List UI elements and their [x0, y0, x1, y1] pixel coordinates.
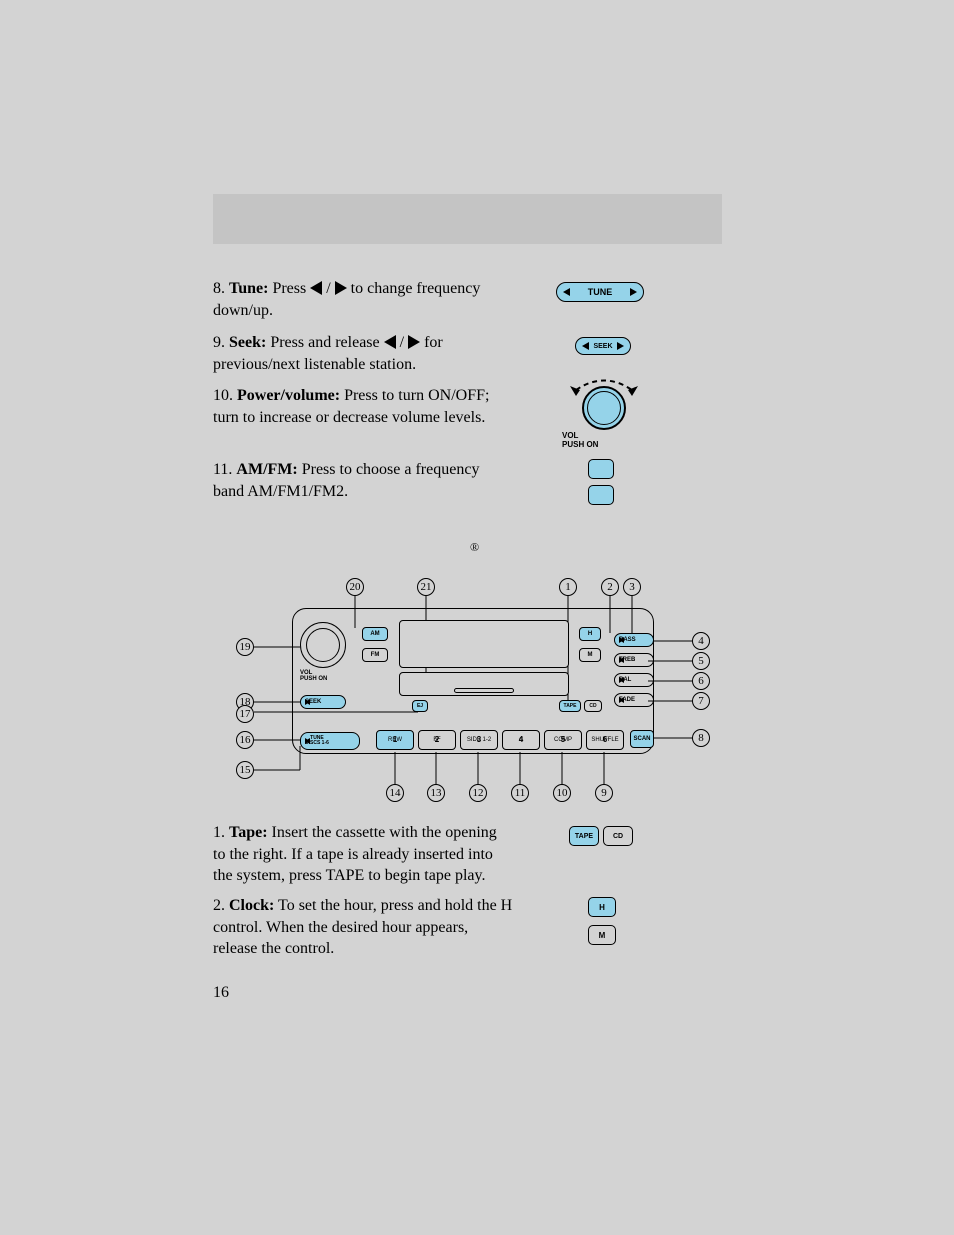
am-rect-icon — [588, 459, 614, 479]
volume-knob-illustration: VOL PUSH ON — [556, 380, 646, 450]
fm-rect-icon — [588, 485, 614, 505]
callout-16: 16 — [236, 731, 254, 749]
seek-button-illustration: SEEK — [575, 337, 631, 355]
diagram-cd-button: CD — [584, 700, 602, 712]
item-1: 1. Tape: Insert the cassette with the op… — [213, 822, 513, 887]
item9-b: / — [396, 334, 408, 351]
callout-20: 20 — [346, 578, 364, 596]
callout-13: 13 — [427, 784, 445, 802]
callout-5: 5 — [692, 652, 710, 670]
item2-label: Clock: — [229, 897, 274, 914]
callout-10: 10 — [553, 784, 571, 802]
m-button: M — [588, 925, 616, 945]
tune-button-illustration: TUNE — [556, 282, 644, 302]
item-8: 8. Tune: Press / to change frequency dow… — [213, 278, 498, 321]
tape-cd-illustration: TAPE CD — [569, 826, 633, 846]
item1-num: 1. — [213, 824, 225, 841]
seek-label: SEEK — [589, 343, 616, 350]
radio-diagram: 20 21 1 2 3 4 5 6 7 8 19 18 17 16 15 14 … — [224, 572, 724, 802]
diagram-knob-label: VOLPUSH ON — [300, 670, 350, 676]
diagram-preset-1: REW1 — [376, 730, 414, 750]
tune-label: TUNE — [570, 287, 630, 297]
item9-label: Seek: — [229, 334, 266, 351]
item8-label: Tune: — [229, 280, 268, 297]
callout-1: 1 — [559, 578, 577, 596]
callout-4: 4 — [692, 632, 710, 650]
item1-label: Tape: — [229, 824, 268, 841]
diagram-tune-discs-button: TUNE DISCS 1-6 — [300, 732, 360, 750]
triangle-right-icon — [408, 335, 420, 349]
callout-12: 12 — [469, 784, 487, 802]
page-number: 16 — [213, 984, 229, 1002]
callout-19: 19 — [236, 638, 254, 656]
triangle-left-icon — [310, 281, 322, 295]
registered-mark: ® — [470, 540, 479, 555]
cd-btn: CD — [603, 826, 633, 846]
item10-num: 10. — [213, 387, 233, 404]
item9-a: Press and release — [266, 334, 383, 351]
knob-l1: VOL — [562, 431, 578, 440]
diagram-seek-button: SEEK — [300, 695, 346, 709]
diagram-h-button: H — [579, 627, 601, 641]
callout-17: 17 — [236, 705, 254, 723]
diagram-m-button: M — [579, 648, 601, 662]
tune-right-icon — [630, 288, 637, 296]
callout-3: 3 — [623, 578, 641, 596]
callout-14: 14 — [386, 784, 404, 802]
diagram-preset-2: FF2 — [418, 730, 456, 750]
item-10: 10. Power/volume: Press to turn ON/OFF; … — [213, 385, 498, 428]
hm-illustration: H M — [588, 897, 616, 945]
diagram-scan-button: SCAN — [630, 730, 654, 748]
item-11: 11. AM/FM: Press to choose a frequency b… — [213, 459, 498, 502]
callout-11: 11 — [511, 784, 529, 802]
diagram-treb-button: TREB — [614, 653, 654, 667]
callout-9: 9 — [595, 784, 613, 802]
triangle-left-icon — [384, 335, 396, 349]
callout-8: 8 — [692, 729, 710, 747]
item8-b: / — [322, 280, 334, 297]
header-bar — [213, 194, 722, 244]
item-9: 9. Seek: Press and release / for previou… — [213, 332, 498, 375]
callout-15: 15 — [236, 761, 254, 779]
item10-label: Power/volume: — [237, 387, 340, 404]
diagram-preset-6: SHUFFLE6 — [586, 730, 624, 750]
diagram-display — [399, 620, 569, 668]
tune-left-icon — [563, 288, 570, 296]
tape-btn: TAPE — [569, 826, 599, 846]
diagram-slot-line — [454, 688, 514, 693]
item11-num: 11. — [213, 461, 232, 478]
item8-a: Press — [268, 280, 310, 297]
item8-num: 8. — [213, 280, 225, 297]
item11-label: AM/FM: — [236, 461, 297, 478]
diagram-bass-button: BASS — [614, 633, 654, 647]
diagram-preset-5: COMP5 — [544, 730, 582, 750]
triangle-right-icon — [335, 281, 347, 295]
item-2: 2. Clock: To set the hour, press and hol… — [213, 895, 513, 960]
diagram-tape-button: TAPE — [559, 700, 581, 712]
diagram-am-button: AM — [362, 627, 388, 641]
diagram-fm-button: FM — [362, 648, 388, 662]
diagram-eject-button: EJ — [412, 700, 428, 712]
callout-6: 6 — [692, 672, 710, 690]
callout-7: 7 — [692, 692, 710, 710]
diagram-bal-button: BAL — [614, 673, 654, 687]
diagram-preset-3: SIDE 1-23 — [460, 730, 498, 750]
diagram-preset-4: ⎌4 — [502, 730, 540, 750]
callout-2: 2 — [601, 578, 619, 596]
seek-left-icon — [582, 342, 589, 350]
amfm-buttons-illustration — [588, 459, 614, 505]
item2-num: 2. — [213, 897, 225, 914]
callout-21: 21 — [417, 578, 435, 596]
knob-l2: PUSH ON — [562, 440, 598, 449]
diagram-fade-button: FADE — [614, 693, 654, 707]
h-button: H — [588, 897, 616, 917]
knob-inner-icon — [587, 391, 621, 425]
seek-right-icon — [617, 342, 624, 350]
item9-num: 9. — [213, 334, 225, 351]
diagram-knob-inner-icon — [306, 628, 340, 662]
